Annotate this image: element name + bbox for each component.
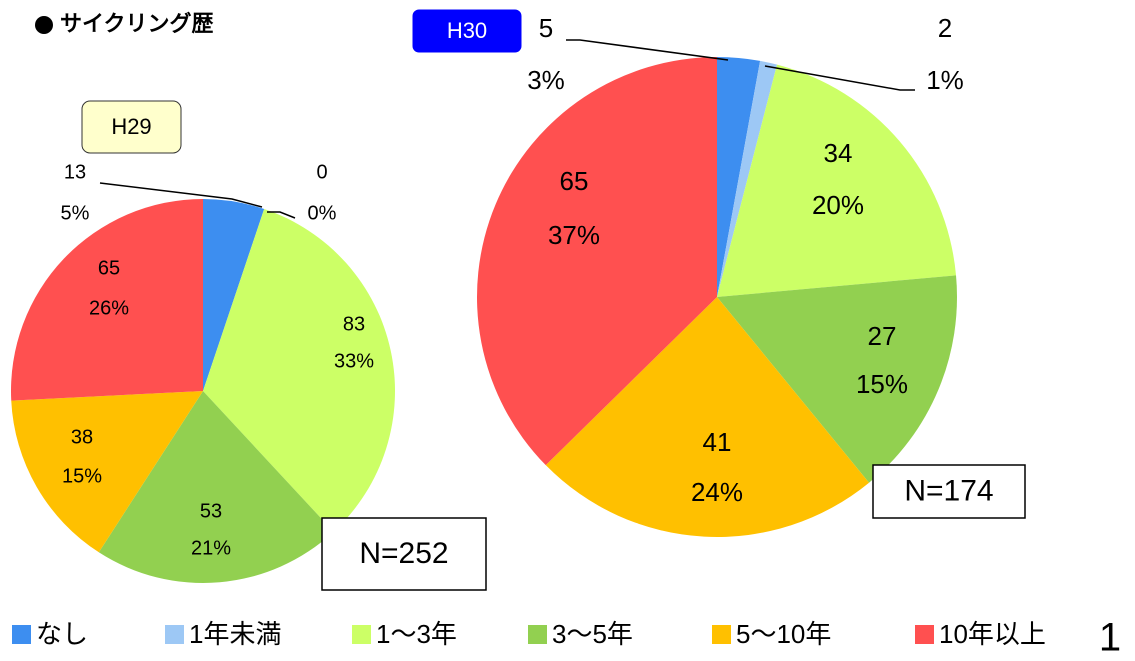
badge-label: H29 (111, 114, 151, 139)
leader-line (99, 182, 263, 208)
percent-label: 37% (548, 220, 600, 250)
legend-swatch (165, 625, 184, 644)
data-label: 2 (938, 13, 952, 43)
legend-label: 3〜5年 (552, 619, 633, 649)
pie-slice (203, 199, 265, 391)
page-number: 1 (1099, 616, 1121, 660)
n-box (872, 464, 1026, 519)
n-label: N=252 (359, 537, 448, 570)
data-label: 27 (868, 321, 897, 351)
percent-label: 24% (691, 477, 743, 507)
legend-label: 10年以上 (939, 619, 1046, 649)
percent-label: 33% (334, 350, 374, 372)
pie-slice (717, 64, 957, 297)
pie-slice (203, 208, 396, 532)
title-bullet (35, 16, 53, 34)
percent-label: 3% (527, 65, 565, 95)
legend-swatch (915, 625, 934, 644)
data-label: 41 (703, 427, 732, 457)
pie-slice (98, 391, 334, 583)
percent-label: 0% (308, 202, 337, 224)
data-label: 65 (560, 166, 589, 196)
percent-label: 15% (62, 465, 102, 487)
pie-slice (545, 297, 870, 538)
legend-label: 1〜3年 (376, 619, 457, 649)
percent-label: 5% (61, 202, 90, 224)
pie-slice (717, 60, 778, 297)
percent-label: 26% (89, 297, 129, 319)
legend-swatch (528, 625, 547, 644)
pie-slice (11, 391, 203, 553)
data-label: 38 (71, 426, 93, 448)
leader-line (764, 65, 915, 91)
pie-slice (476, 57, 717, 466)
leader-line (566, 39, 729, 61)
pie-slice (10, 199, 203, 401)
data-label: 53 (200, 500, 222, 522)
pie-slice (717, 57, 761, 297)
legend-label: 1年未満 (189, 619, 281, 649)
n-label: N=174 (904, 474, 993, 507)
badge (81, 100, 182, 154)
data-label: 5 (539, 13, 553, 43)
legend-swatch (12, 625, 31, 644)
n-box (321, 517, 487, 591)
chart-title: サイクリング歴 (60, 11, 214, 36)
percent-label: 21% (191, 537, 231, 559)
data-label: 34 (824, 138, 853, 168)
pie-slice (717, 275, 957, 483)
legend-label: 5〜10年 (736, 619, 831, 649)
data-label: 13 (64, 161, 86, 183)
data-label: 83 (343, 313, 365, 335)
percent-label: 1% (926, 65, 964, 95)
percent-label: 15% (856, 369, 908, 399)
legend-swatch (712, 625, 731, 644)
data-label: 65 (98, 257, 120, 279)
data-label: 0 (316, 161, 327, 183)
badge (412, 9, 522, 53)
leader-line (267, 211, 296, 219)
percent-label: 20% (812, 190, 864, 220)
badge-label: H30 (447, 18, 487, 43)
legend-swatch (352, 625, 371, 644)
legend-label: なし (36, 619, 88, 649)
